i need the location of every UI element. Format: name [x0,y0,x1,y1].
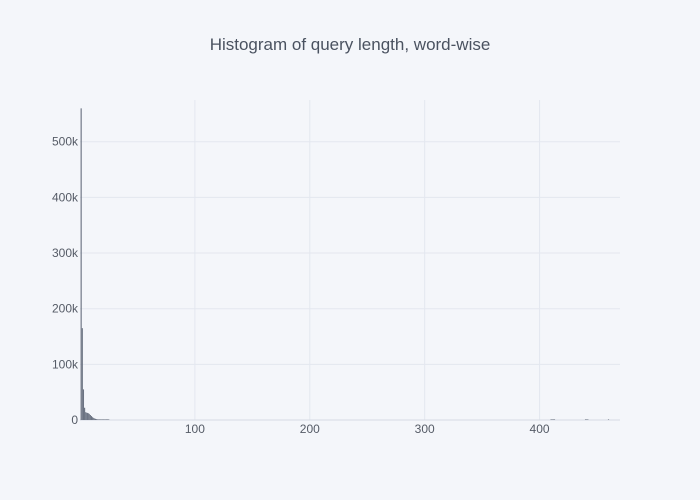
histogram-bar [90,416,93,420]
histogram-bar [104,419,106,420]
histogram-bar [551,419,553,420]
histogram-bar [103,419,105,420]
chart-title: Histogram of query length, word-wise [210,35,491,54]
histogram-bar [98,419,101,420]
bar-layer [80,108,610,420]
histogram-bar [102,419,104,420]
axis-layer: 100 200 300 400 0 100k 200k 300k 400k 500k [52,135,550,436]
histogram-bar [88,413,90,420]
histogram-bar [87,413,89,420]
histogram-bar [105,419,107,420]
y-tick-label: 200k [52,302,79,316]
histogram-bar [586,419,588,420]
histogram-bar [86,412,88,420]
histogram-bar [92,417,94,420]
x-tick-label: 300 [415,422,435,436]
histogram-bar [587,419,589,420]
histogram-bar [607,419,610,420]
y-tick-label: 100k [52,357,79,371]
y-tick-label: 300k [52,246,79,260]
y-tick-label: 0 [71,413,78,427]
histogram-bar [553,419,556,420]
x-tick-label: 200 [300,422,320,436]
x-tick-label: 400 [530,422,550,436]
histogram-bar [81,328,83,420]
histogram-bar [94,418,96,420]
grid-layer [80,100,620,421]
histogram-bar [93,418,95,420]
histogram-bar [584,419,587,420]
y-tick-label: 500k [52,135,79,149]
histogram-bar [108,419,110,420]
histogram-bar [89,414,91,420]
histogram-bar [82,389,85,420]
histogram-bar [95,418,97,420]
histogram-bar [80,108,82,420]
histogram-bar [97,419,99,420]
histogram-bar [107,419,109,420]
y-tick-label: 400k [52,190,79,204]
histogram-bar [100,419,102,420]
histogram-bar [550,419,552,420]
histogram-bar [552,419,554,420]
histogram-bar [84,407,86,420]
histogram-bar [96,419,98,420]
histogram-bar [85,412,87,420]
x-tick-label: 100 [185,422,205,436]
histogram-bar [101,419,103,420]
